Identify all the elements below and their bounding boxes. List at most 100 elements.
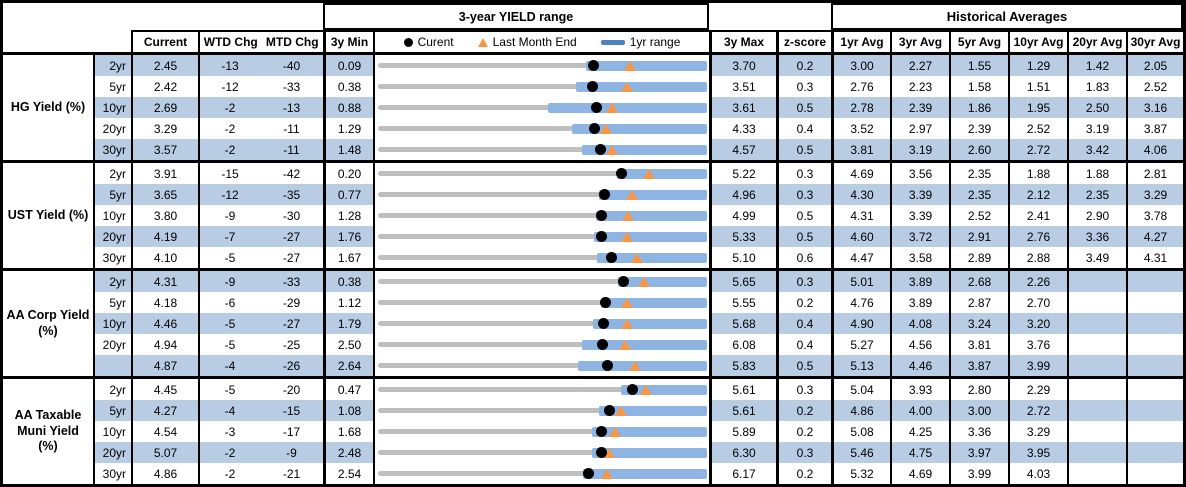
- 3y-max-value: 4.99: [709, 205, 776, 226]
- mtd-chg-value: -33: [260, 76, 323, 97]
- legend-label-1yr-range: 1yr range: [629, 35, 681, 49]
- 1yr-range-bar: [575, 81, 707, 92]
- historical-avg-value: 3.56: [890, 163, 949, 184]
- 3y-min-value: 0.77: [323, 184, 373, 205]
- historical-avg-value: 2.39: [949, 118, 1008, 139]
- group-label-line: UST Yield (%): [7, 207, 89, 222]
- group-rows: 2yr 4.31 -9 -33 0.38 5.65 0.3 5.01 3.89 2.68 2.26 5…: [93, 271, 1183, 376]
- historical-avg-value: 4.08: [890, 313, 949, 334]
- historical-avg-value: [1126, 334, 1183, 355]
- yield-range-chart: [373, 442, 709, 463]
- historical-avg-value: 4.56: [890, 334, 949, 355]
- mtd-chg-value: -11: [260, 118, 323, 139]
- yield-range-chart: [373, 379, 709, 400]
- yield-range-chart: [373, 163, 709, 184]
- col-header-z-score: z-score: [776, 30, 831, 52]
- group-label-line: HG Yield (%): [10, 99, 86, 114]
- historical-avg-value: 3.81: [949, 334, 1008, 355]
- current-dot: [598, 189, 610, 200]
- historical-avg-value: 3.36: [949, 421, 1008, 442]
- historical-avg-value: 1.51: [1008, 76, 1067, 97]
- current-value: 4.31: [131, 271, 198, 292]
- yield-group: HG Yield (%) 2yr 2.45 -13 -40 0.09 3.70 0.2 3.00…: [3, 52, 1183, 160]
- group-label-line: (%): [38, 439, 58, 454]
- range-plot: [378, 271, 707, 292]
- last-month-end-triangle: [642, 168, 655, 179]
- 1yr-range-bar: [616, 168, 707, 179]
- current-dot: [586, 81, 598, 92]
- historical-avg-value: 2.12: [1008, 184, 1067, 205]
- z-score-value: 0.6: [776, 247, 831, 268]
- yield-range-chart: [373, 97, 709, 118]
- data-row: 10yr 4.54 -3 -17 1.68 5.89 0.2 5.08 4.25 3.36 3.29: [93, 421, 1183, 442]
- yield-range-chart: [373, 184, 709, 205]
- current-dot: [598, 318, 610, 329]
- current-value: 2.42: [131, 76, 198, 97]
- mtd-chg-value: -26: [260, 355, 323, 376]
- 3y-range-track: [378, 192, 705, 197]
- historical-avg-value: 1.29: [1008, 55, 1067, 76]
- data-row: 20yr 4.19 -7 -27 1.76 5.33 0.5 4.60 3.72 2.91 2.76…: [93, 226, 1183, 247]
- tenor-label: 30yr: [93, 247, 131, 268]
- historical-avg-value: 3.42: [1067, 139, 1126, 160]
- historical-avg-value: 4.75: [890, 442, 949, 463]
- 3y-range-track: [378, 471, 705, 476]
- historical-avg-value: [1067, 355, 1126, 376]
- legend-label-current: Curent: [417, 35, 454, 49]
- current-value: 4.19: [131, 226, 198, 247]
- wtd-chg-value: -5: [198, 247, 260, 268]
- current-value: 3.65: [131, 184, 198, 205]
- data-row: 2yr 3.91 -15 -42 0.20 5.22 0.3 4.69 3.56 2.35 1.88…: [93, 163, 1183, 184]
- current-dot: [615, 168, 627, 179]
- 3y-min-value: 0.88: [323, 97, 373, 118]
- last-month-end-triangle: [628, 360, 641, 371]
- wtd-chg-value: -2: [198, 463, 260, 484]
- current-dot: [595, 447, 607, 458]
- historical-avg-value: 4.86: [831, 400, 890, 421]
- wtd-chg-value: -4: [198, 400, 260, 421]
- historical-avg-value: 2.97: [890, 118, 949, 139]
- historical-avg-value: 4.76: [831, 292, 890, 313]
- yield-range-chart: [373, 313, 709, 334]
- tenor-label: 5yr: [93, 76, 131, 97]
- data-row: 30yr 4.86 -2 -21 2.54 6.17 0.2 5.32 4.69 3.99 4.03: [93, 463, 1183, 484]
- mtd-chg-value: -29: [260, 292, 323, 313]
- historical-avg-value: 3.19: [890, 139, 949, 160]
- current-dot: [582, 468, 594, 479]
- wtd-chg-value: -13: [198, 55, 260, 76]
- mtd-chg-value: -35: [260, 184, 323, 205]
- current-dot: [595, 210, 607, 221]
- range-plot: [378, 442, 707, 463]
- 3y-range-track: [378, 363, 705, 368]
- range-plot: [378, 118, 707, 139]
- group-rows: 2yr 2.45 -13 -40 0.09 3.70 0.2 3.00 2.27 1.55 1.29…: [93, 55, 1183, 160]
- historical-avg-value: 2.50: [1067, 97, 1126, 118]
- z-score-value: 0.3: [776, 184, 831, 205]
- historical-avg-value: 1.42: [1067, 55, 1126, 76]
- 3y-min-value: 0.38: [323, 76, 373, 97]
- data-row: 20yr 3.29 -2 -11 1.29 4.33 0.4 3.52 2.97 2.39 2.52…: [93, 118, 1183, 139]
- group-label: UST Yield (%): [3, 163, 93, 268]
- current-dot: [596, 426, 607, 437]
- historical-avg-value: 2.26: [1008, 271, 1067, 292]
- historical-avg-value: 4.47: [831, 247, 890, 268]
- 3y-max-value: 6.17: [709, 463, 776, 484]
- wtd-chg-value: -5: [198, 379, 260, 400]
- 3y-min-value: 1.08: [323, 400, 373, 421]
- yield-range-chart: [373, 247, 709, 268]
- tenor-label: 10yr: [93, 97, 131, 118]
- current-value: 3.91: [131, 163, 198, 184]
- historical-avg-value: 1.83: [1067, 76, 1126, 97]
- mtd-chg-value: -40: [260, 55, 323, 76]
- yield-range-chart: [373, 271, 709, 292]
- historical-avg-value: [1067, 379, 1126, 400]
- current-value: 3.80: [131, 205, 198, 226]
- group-label: AA Taxable Muni Yield (%): [3, 379, 93, 484]
- last-month-end-triangle: [602, 447, 615, 458]
- col-header-3y-min: 3y Min: [323, 30, 373, 52]
- historical-avg-value: 2.81: [1126, 163, 1183, 184]
- current-dot: [595, 144, 607, 155]
- tenor-label: 20yr: [93, 226, 131, 247]
- mtd-chg-value: -13: [260, 97, 323, 118]
- historical-avg-value: [1067, 292, 1126, 313]
